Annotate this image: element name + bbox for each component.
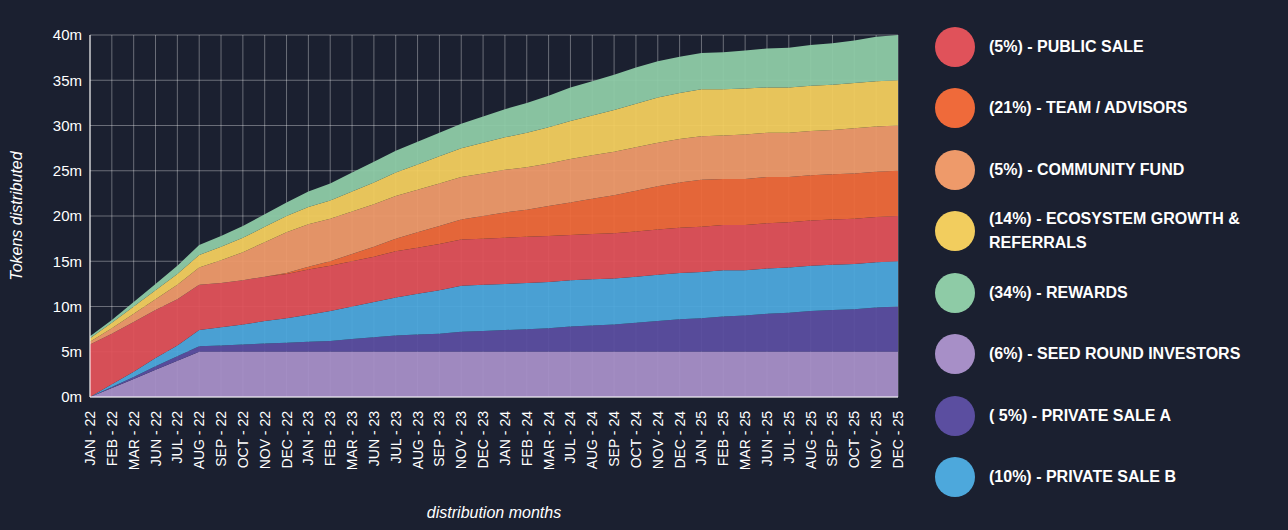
svg-text:AUG - 25: AUG - 25: [803, 411, 819, 470]
svg-text:MAR - 23: MAR - 23: [344, 411, 360, 470]
svg-text:Tokens distributed: Tokens distributed: [8, 150, 25, 280]
svg-text:SEP - 24: SEP - 24: [606, 411, 622, 467]
svg-text:DEC - 22: DEC - 22: [279, 411, 295, 469]
svg-text:FEB - 24: FEB - 24: [519, 411, 535, 466]
svg-text:0m: 0m: [61, 388, 82, 405]
svg-text:NOV - 22: NOV - 22: [257, 411, 273, 470]
html-text:(5%) - COMMUNITY FUND: (5%) - COMMUNITY FUND: [989, 160, 1185, 178]
svg-text:distribution months: distribution months: [427, 504, 561, 521]
svg-text:JAN - 23: JAN - 23: [300, 411, 316, 466]
svg-text:DEC - 25: DEC - 25: [890, 411, 906, 469]
html-text:(5%) - PUBLIC SALE: (5%) - PUBLIC SALE: [989, 37, 1144, 55]
svg-text:DEC - 23: DEC - 23: [475, 411, 491, 469]
html-text:(10%) - PRIVATE SALE B: (10%) - PRIVATE SALE B: [989, 468, 1176, 486]
svg-text:5m: 5m: [61, 343, 82, 360]
svg-text:SEP - 23: SEP - 23: [431, 411, 447, 467]
html-text:( 5%) - PRIVATE SALE A: ( 5%) - PRIVATE SALE A: [989, 406, 1171, 424]
svg-text:20m: 20m: [53, 207, 82, 224]
svg-text:SEP - 25: SEP - 25: [824, 411, 840, 467]
svg-text:JUN - 22: JUN - 22: [148, 411, 164, 466]
svg-text:AUG - 22: AUG - 22: [191, 411, 207, 470]
svg-text:DEC - 24: DEC - 24: [672, 411, 688, 469]
svg-text:25m: 25m: [53, 162, 82, 179]
svg-text:JUL - 22: JUL - 22: [169, 411, 185, 464]
svg-text:JUN - 23: JUN - 23: [366, 411, 382, 466]
svg-text:40m: 40m: [53, 26, 82, 43]
svg-text:JUL - 23: JUL - 23: [388, 411, 404, 464]
svg-text:10m: 10m: [53, 298, 82, 315]
svg-text:OCT - 22: OCT - 22: [235, 411, 251, 469]
svg-text:JAN - 22: JAN - 22: [82, 411, 98, 466]
svg-text:JUL - 24: JUL - 24: [562, 411, 578, 464]
svg-text:JUN - 25: JUN - 25: [759, 411, 775, 466]
svg-text:MAR - 25: MAR - 25: [737, 411, 753, 470]
svg-text:15m: 15m: [53, 253, 82, 270]
svg-text:35m: 35m: [53, 72, 82, 89]
svg-text:NOV - 23: NOV - 23: [453, 411, 469, 470]
svg-text:FEB - 23: FEB - 23: [322, 411, 338, 466]
svg-text:JAN - 24: JAN - 24: [497, 411, 513, 466]
svg-text:JAN - 25: JAN - 25: [693, 411, 709, 466]
html-text:(6%) - SEED ROUND INVESTORS: (6%) - SEED ROUND INVESTORS: [989, 345, 1241, 363]
svg-text:OCT - 24: OCT - 24: [628, 411, 644, 469]
svg-text:NOV - 24: NOV - 24: [650, 411, 666, 470]
html-text:(14%) - ECOSYSTEM GROWTH & REF: (14%) - ECOSYSTEM GROWTH & REFERRALS: [989, 210, 1240, 252]
svg-text:AUG - 23: AUG - 23: [410, 411, 426, 470]
svg-text:SEP - 22: SEP - 22: [213, 411, 229, 467]
svg-text:30m: 30m: [53, 117, 82, 134]
html-text:(34%) - REWARDS: (34%) - REWARDS: [989, 283, 1128, 301]
svg-text:AUG - 24: AUG - 24: [584, 411, 600, 470]
svg-text:MAR - 22: MAR - 22: [126, 411, 142, 470]
svg-text:MAR - 24: MAR - 24: [541, 411, 557, 470]
svg-text:NOV - 25: NOV - 25: [868, 411, 884, 470]
svg-text:FEB - 25: FEB - 25: [715, 411, 731, 466]
svg-text:FEB - 22: FEB - 22: [104, 411, 120, 466]
svg-text:JUL - 25: JUL - 25: [781, 411, 797, 464]
svg-text:OCT - 25: OCT - 25: [846, 411, 862, 469]
html-text:(21%) - TEAM / ADVISORS: (21%) - TEAM / ADVISORS: [989, 99, 1188, 117]
